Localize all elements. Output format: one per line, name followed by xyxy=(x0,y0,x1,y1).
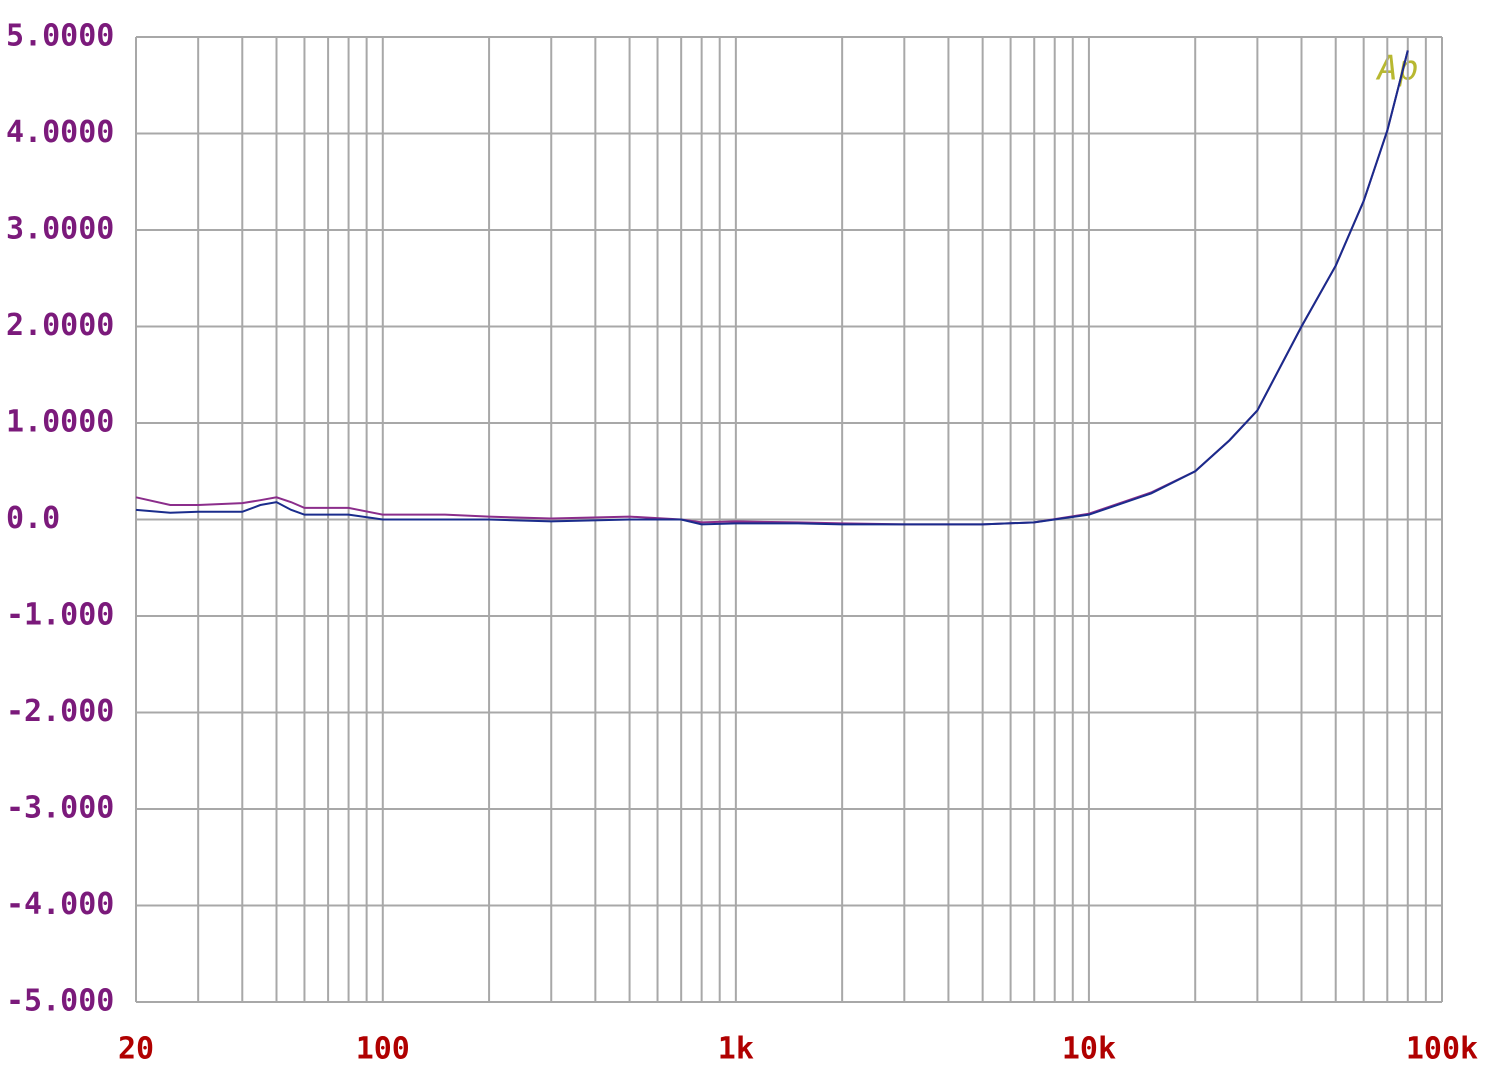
y-tick-label: -1.000 xyxy=(6,598,114,633)
y-tick-label: 1.0000 xyxy=(6,405,114,440)
y-tick-label: 0.0 xyxy=(6,501,60,536)
logo: Ap xyxy=(1376,49,1419,89)
y-tick-label: -3.000 xyxy=(6,791,114,826)
y-tick-label: -5.000 xyxy=(6,984,114,1019)
y-tick-label: 3.0000 xyxy=(6,212,114,247)
x-tick-label: 100k xyxy=(1406,1032,1478,1067)
y-tick-label: 5.0000 xyxy=(6,19,114,54)
data-line xyxy=(135,50,1409,526)
y-tick-label: 4.0000 xyxy=(6,115,114,150)
y-tick-label: -4.000 xyxy=(6,887,114,922)
y-tick-label: -2.000 xyxy=(6,694,114,729)
x-tick-label: 1k xyxy=(718,1032,754,1067)
x-tick-label: 100 xyxy=(356,1032,410,1067)
x-tick-label: 20 xyxy=(118,1032,154,1067)
y-tick-label: 2.0000 xyxy=(6,308,114,343)
x-tick-label: 10k xyxy=(1062,1032,1116,1067)
